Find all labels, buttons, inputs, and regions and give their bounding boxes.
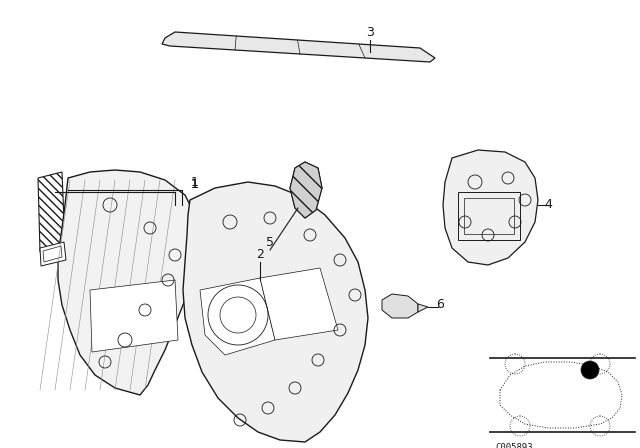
Text: C005893: C005893 [495, 443, 532, 448]
Polygon shape [418, 304, 428, 312]
Polygon shape [58, 170, 200, 395]
Polygon shape [38, 172, 65, 252]
Text: 4: 4 [544, 198, 552, 211]
Polygon shape [290, 162, 322, 218]
Text: 1: 1 [191, 178, 199, 191]
Polygon shape [40, 242, 66, 266]
Polygon shape [443, 150, 538, 265]
Polygon shape [90, 280, 178, 352]
Text: 1: 1 [191, 178, 199, 191]
Polygon shape [290, 162, 322, 218]
Text: 1: 1 [191, 177, 199, 190]
Polygon shape [260, 268, 338, 340]
Polygon shape [183, 182, 368, 442]
Text: 5: 5 [266, 236, 274, 249]
Circle shape [581, 361, 599, 379]
Polygon shape [382, 294, 418, 318]
Polygon shape [500, 362, 622, 428]
Text: 6: 6 [436, 298, 444, 311]
Polygon shape [43, 246, 62, 262]
Text: 2: 2 [256, 249, 264, 262]
Bar [458, 192, 520, 240]
Bar [464, 198, 514, 234]
Polygon shape [162, 32, 435, 62]
Polygon shape [200, 278, 275, 355]
Text: 3: 3 [366, 26, 374, 39]
